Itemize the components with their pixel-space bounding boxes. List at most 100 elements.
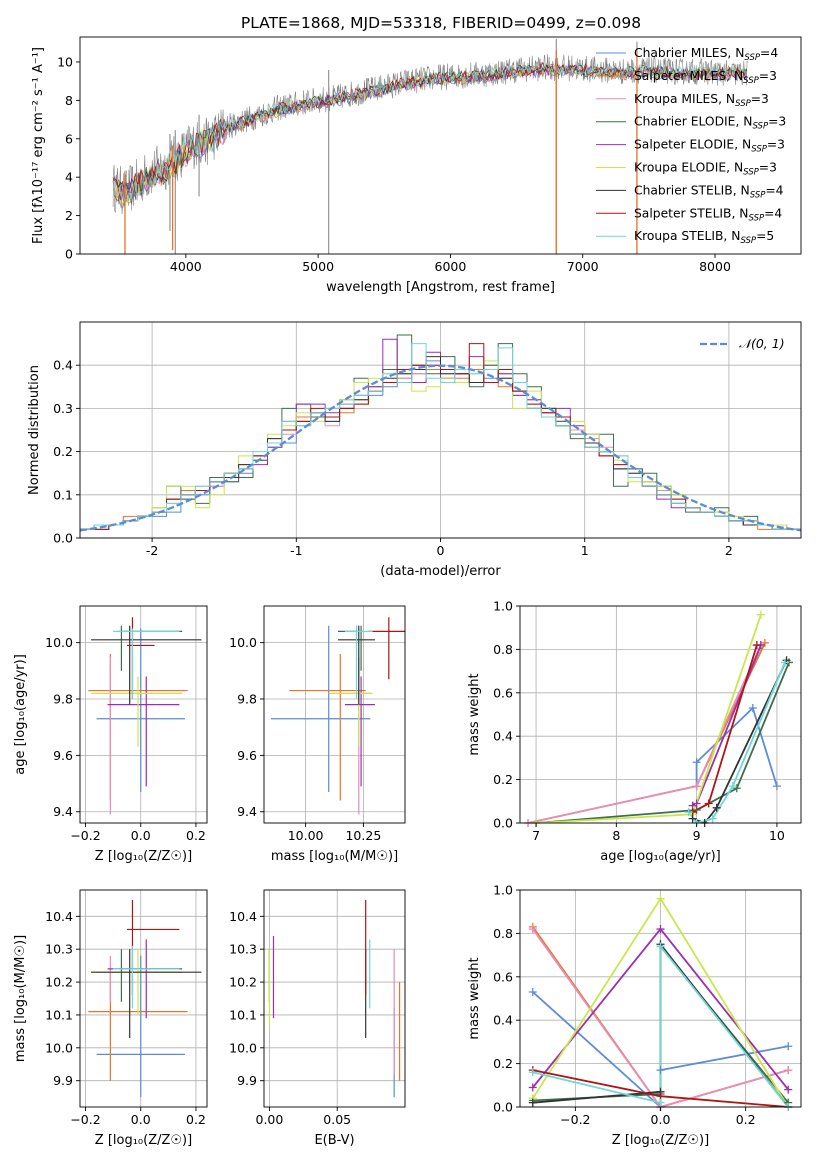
y-tick-label: 0.2 — [493, 1056, 513, 1071]
plot-area — [80, 334, 801, 538]
x-tick-label: −0.2 — [70, 828, 100, 843]
mass-weight-marker — [692, 799, 701, 808]
x-tick-label: -2 — [146, 543, 158, 558]
x-tick-label: 0.2 — [186, 828, 206, 843]
y-axis-label: mass weight — [467, 957, 482, 1039]
mass-weight-marker — [708, 814, 717, 823]
y-tick-label: 0.0 — [493, 1100, 513, 1115]
y-axis-label: Flux [fλ10⁻¹⁷ erg cm⁻² s⁻¹ A⁻¹] — [31, 47, 46, 244]
y-tick-label: 10.3 — [45, 942, 73, 957]
x-tick-label: 0.0 — [131, 1112, 151, 1127]
panel-spectrum: 4000 5000 6000 7000 8000 0 2 4 6 8 10 wavelength [A… — [31, 36, 802, 295]
mass-weight-marker — [732, 784, 741, 793]
mass-weight-line — [532, 928, 789, 1107]
y-tick-label: 9.6 — [53, 748, 73, 763]
y-tick-label: 2 — [65, 208, 73, 223]
legend-entry: Chabrier STELIB, NSSP=4 — [634, 183, 784, 200]
mass-weight-marker — [780, 658, 789, 667]
legend-entry: Kroupa MILES, NSSP=3 — [634, 92, 769, 109]
gaussian-legend-label: 𝒩(0, 1) — [739, 336, 785, 351]
axes-frame — [263, 889, 406, 1108]
y-tick-label: 10.0 — [229, 635, 257, 650]
y-tick-label: 10.3 — [229, 942, 257, 957]
histogram-step — [80, 343, 801, 538]
x-tick-label: 10.00 — [288, 828, 324, 843]
y-axis-label: age [log₁₀(age/yr)] — [13, 654, 28, 775]
spectrum-legend: Chabrier MILES, NSSP=4 Salpeter MILES, NS… — [596, 46, 786, 246]
mass-weight-marker — [684, 808, 693, 817]
plot-area — [112, 38, 749, 254]
y-tick-label: 10.2 — [45, 975, 73, 990]
y-tick-label: 9.8 — [53, 692, 73, 707]
x-tick-label: 4000 — [170, 259, 202, 274]
axes-frame — [519, 605, 802, 824]
y-tick-label: 0.4 — [493, 729, 513, 744]
y-tick-label: 10.0 — [229, 1040, 257, 1055]
x-tick-label: 9 — [693, 828, 701, 843]
panel-age_vs_Z: −0.2 0.0 0.2 9.4 9.6 9.8 10.0 Z [log₁₀(Z/Z☉)] ag… — [13, 605, 208, 864]
y-tick-label: 0 — [65, 247, 73, 262]
mass-weight-marker — [528, 987, 537, 996]
legend-entry: Salpeter ELODIE, NSSP=3 — [634, 138, 785, 155]
x-axis-label: mass [log₁₀(M/M☉)] — [271, 849, 398, 864]
mass-weight-marker — [704, 799, 713, 808]
mass-weight-marker — [656, 942, 665, 951]
legend-entry: Salpeter STELIB, NSSP=4 — [634, 206, 782, 223]
mass-weight-marker — [692, 758, 701, 767]
figure-title: PLATE=1868, MJD=53318, FIBERID=0499, z=0… — [241, 14, 641, 32]
x-tick-label: 10.25 — [345, 828, 381, 843]
x-tick-label: 6000 — [435, 259, 467, 274]
y-tick-label: 0.6 — [493, 969, 513, 984]
x-tick-label: −0.2 — [560, 1112, 590, 1127]
x-tick-label: 0.00 — [256, 1112, 284, 1127]
y-tick-label: 1.0 — [493, 599, 513, 614]
x-tick-label: 8000 — [699, 259, 731, 274]
y-tick-label: 10.0 — [45, 1040, 73, 1055]
panel-mass_vs_Z: −0.2 0.0 0.2 9.9 10.0 10.1 10.2 10.3 10.4 Z [log₁… — [13, 889, 208, 1148]
mass-weight-marker — [692, 782, 701, 791]
y-tick-label: 0.1 — [53, 487, 73, 502]
y-tick-label: 9.9 — [53, 1073, 73, 1088]
plot-area — [88, 617, 202, 815]
axes-frame — [79, 889, 208, 1108]
y-tick-label: 10.1 — [229, 1007, 257, 1022]
mass-weight-line — [532, 943, 789, 1107]
x-tick-label: −0.2 — [70, 1112, 100, 1127]
model-spectrum-line — [112, 64, 747, 206]
panel-mass_vs_ebv: 0.00 0.05 9.9 10.0 10.1 10.2 10.3 10.4 E(B-V) — [229, 889, 406, 1148]
mass-weight-marker — [756, 610, 765, 619]
mass-weight-marker — [656, 894, 665, 903]
y-tick-label: 1.0 — [493, 883, 513, 898]
x-tick-label: 0.0 — [651, 1112, 671, 1127]
mass-weight-marker — [528, 1098, 537, 1107]
x-tick-label: 0 — [437, 543, 445, 558]
x-tick-label: 8 — [612, 828, 620, 843]
y-tick-label: 9.8 — [237, 692, 257, 707]
y-tick-label: 8 — [65, 93, 73, 108]
y-tick-label: 10.4 — [229, 909, 257, 924]
model-spectrum-line — [113, 61, 747, 201]
mass-weight-marker — [784, 1042, 793, 1051]
plot-area — [270, 617, 405, 815]
y-tick-label: 0.6 — [493, 685, 513, 700]
x-tick-label: 0.05 — [323, 1112, 351, 1127]
x-tick-label: 10 — [769, 828, 785, 843]
mass-weight-marker — [784, 1085, 793, 1094]
y-tick-label: 10 — [57, 54, 73, 69]
plot-area — [527, 614, 790, 823]
mass-weight-marker — [752, 641, 761, 650]
x-tick-label: 1 — [581, 543, 589, 558]
x-axis-label: Z [log₁₀(Z/Z☉)] — [95, 1133, 192, 1148]
mass-weight-line — [692, 659, 788, 823]
x-axis-label: wavelength [Angstrom, rest frame] — [326, 280, 555, 295]
panel-massweight_vs_Z: −0.2 0.0 0.2 0.0 0.2 0.4 0.6 0.8 1.0 Z [log₁₀(Z/Z… — [467, 883, 802, 1148]
x-axis-label: (data-model)/error — [380, 564, 501, 579]
y-tick-label: 0.0 — [493, 816, 513, 831]
legend-entry: Kroupa STELIB, NSSP=5 — [634, 229, 774, 246]
y-axis-label: mass weight — [467, 673, 482, 755]
mass-weight-marker — [528, 925, 537, 934]
histogram-step — [80, 360, 801, 538]
x-tick-label: 0.0 — [131, 828, 151, 843]
